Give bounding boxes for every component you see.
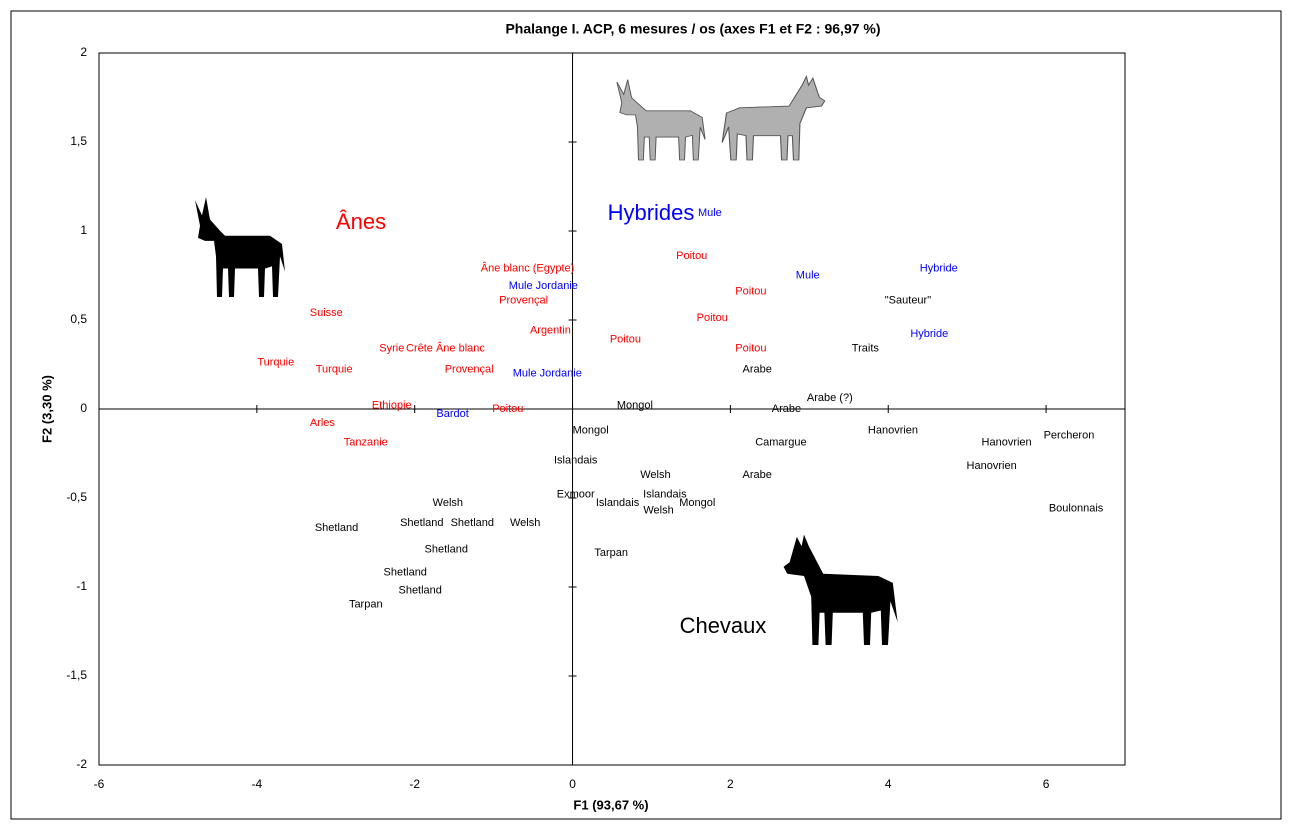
chart-frame	[10, 10, 1282, 820]
y-tick-label: 0	[80, 401, 87, 415]
point-label: Poitou	[697, 312, 728, 324]
x-tick-label: 2	[727, 777, 734, 791]
chart-title: Phalange I. ACP, 6 mesures / os (axes F1…	[505, 21, 880, 37]
point-label: Shetland	[398, 584, 441, 596]
point-label: Welsh	[510, 517, 540, 529]
x-tick-label: 6	[1043, 777, 1050, 791]
point-label: Exmoor	[557, 488, 595, 500]
point-label: Welsh	[643, 504, 673, 516]
point-label: "Sauteur"	[885, 294, 931, 306]
point-label: Islandais	[554, 455, 598, 467]
point-label: Bardot	[436, 408, 468, 420]
point-label: Traits	[852, 342, 880, 354]
point-label: Tarpan	[349, 599, 383, 611]
point-label: Poitou	[735, 285, 766, 297]
group-label: Ânes	[336, 209, 386, 234]
point-label: Percheron	[1044, 430, 1095, 442]
point-label: Poitou	[610, 333, 641, 345]
point-label: Arabe	[743, 364, 772, 376]
y-tick-label: -1,5	[66, 668, 87, 682]
point-label: Mongol	[679, 497, 715, 509]
point-label: Mongol	[573, 424, 609, 436]
point-label: Arabe	[772, 403, 801, 415]
point-label: Mongol	[617, 399, 653, 411]
point-label: Camargue	[755, 437, 806, 449]
point-label: Arabe (?)	[807, 392, 853, 404]
point-label: Provençal	[445, 364, 494, 376]
x-axis-label: F1 (93,67 %)	[573, 797, 648, 812]
point-label: Hybride	[920, 262, 958, 274]
point-label: Shetland	[451, 517, 494, 529]
point-label: Tanzanie	[344, 437, 388, 449]
x-tick-label: 4	[885, 777, 892, 791]
point-label: Islandais	[643, 488, 687, 500]
point-label: Argentin	[530, 325, 571, 337]
y-tick-label: -2	[76, 757, 87, 771]
point-label: Welsh	[433, 497, 463, 509]
point-label: Syrie	[379, 342, 404, 354]
point-label: Hybride	[910, 328, 948, 340]
point-label: Poitou	[735, 342, 766, 354]
point-label: Hanovrien	[982, 437, 1032, 449]
point-label: Suisse	[310, 307, 343, 319]
x-tick-label: -6	[94, 777, 105, 791]
point-label: Shetland	[315, 522, 358, 534]
x-tick-label: 0	[569, 777, 576, 791]
point-label: Welsh	[640, 469, 670, 481]
point-label: Hanovrien	[967, 460, 1017, 472]
point-label: Mule	[796, 269, 820, 281]
y-tick-label: -0,5	[66, 490, 87, 504]
point-label: Hanovrien	[868, 424, 918, 436]
point-label: Âne blanc (Egypte)	[481, 261, 575, 274]
point-label: Shetland	[384, 567, 427, 579]
y-tick-label: 1,5	[70, 134, 87, 148]
point-label: Ethiopie	[372, 399, 412, 411]
y-axis-label: F2 (3,30 %)	[39, 375, 54, 443]
y-tick-label: 1	[80, 223, 87, 237]
point-label: Islandais	[596, 497, 640, 509]
group-label: Hybrides	[608, 200, 695, 225]
point-label: Poitou	[676, 250, 707, 262]
point-label: Turquie	[316, 364, 353, 376]
point-label: Arles	[310, 417, 336, 429]
point-label: Mule Jordanie	[513, 367, 582, 379]
y-tick-label: 0,5	[70, 312, 87, 326]
point-label: Shetland	[400, 517, 443, 529]
point-label: Mule	[698, 207, 722, 219]
y-tick-label: -1	[76, 579, 87, 593]
point-label: Provençal	[499, 294, 548, 306]
point-label: Mule Jordanie	[509, 280, 578, 292]
y-tick-label: 2	[80, 45, 87, 59]
point-label: Boulonnais	[1049, 503, 1104, 515]
point-label: Poitou	[492, 403, 523, 415]
x-tick-label: -2	[409, 777, 420, 791]
group-label: Chevaux	[680, 613, 767, 638]
point-label: Shetland	[425, 544, 468, 556]
point-label: Arabe	[743, 469, 772, 481]
point-label: Crête Âne blanc	[406, 341, 485, 354]
point-label: Tarpan	[594, 547, 628, 559]
x-tick-label: -4	[252, 777, 263, 791]
point-label: Turquie	[257, 357, 294, 369]
